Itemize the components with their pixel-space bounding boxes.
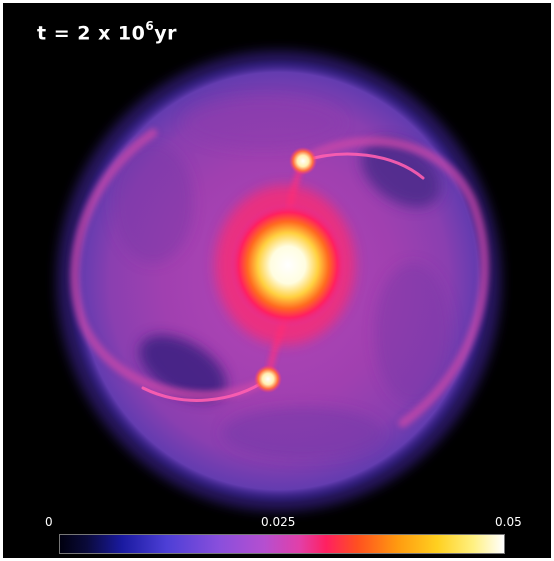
time-label: t = 2 x 106yr bbox=[37, 19, 178, 45]
simulation-figure: t = 2 x 106yr 0 0.025 0.05 bbox=[3, 3, 551, 558]
time-label-prefix: t = 2 x 10 bbox=[37, 22, 146, 45]
disk-density-image bbox=[57, 51, 501, 511]
lower-clump bbox=[254, 365, 282, 393]
central-core bbox=[230, 203, 346, 327]
upper-clump bbox=[289, 147, 317, 175]
colorbar-max-label: 0.05 bbox=[495, 515, 522, 529]
colorbar-mid-label: 0.025 bbox=[261, 515, 296, 529]
time-label-unit: yr bbox=[154, 22, 178, 45]
colorbar-min-label: 0 bbox=[45, 515, 53, 529]
disk-gaps bbox=[113, 97, 451, 459]
time-label-exponent: 6 bbox=[145, 19, 155, 33]
colorbar bbox=[59, 534, 505, 554]
